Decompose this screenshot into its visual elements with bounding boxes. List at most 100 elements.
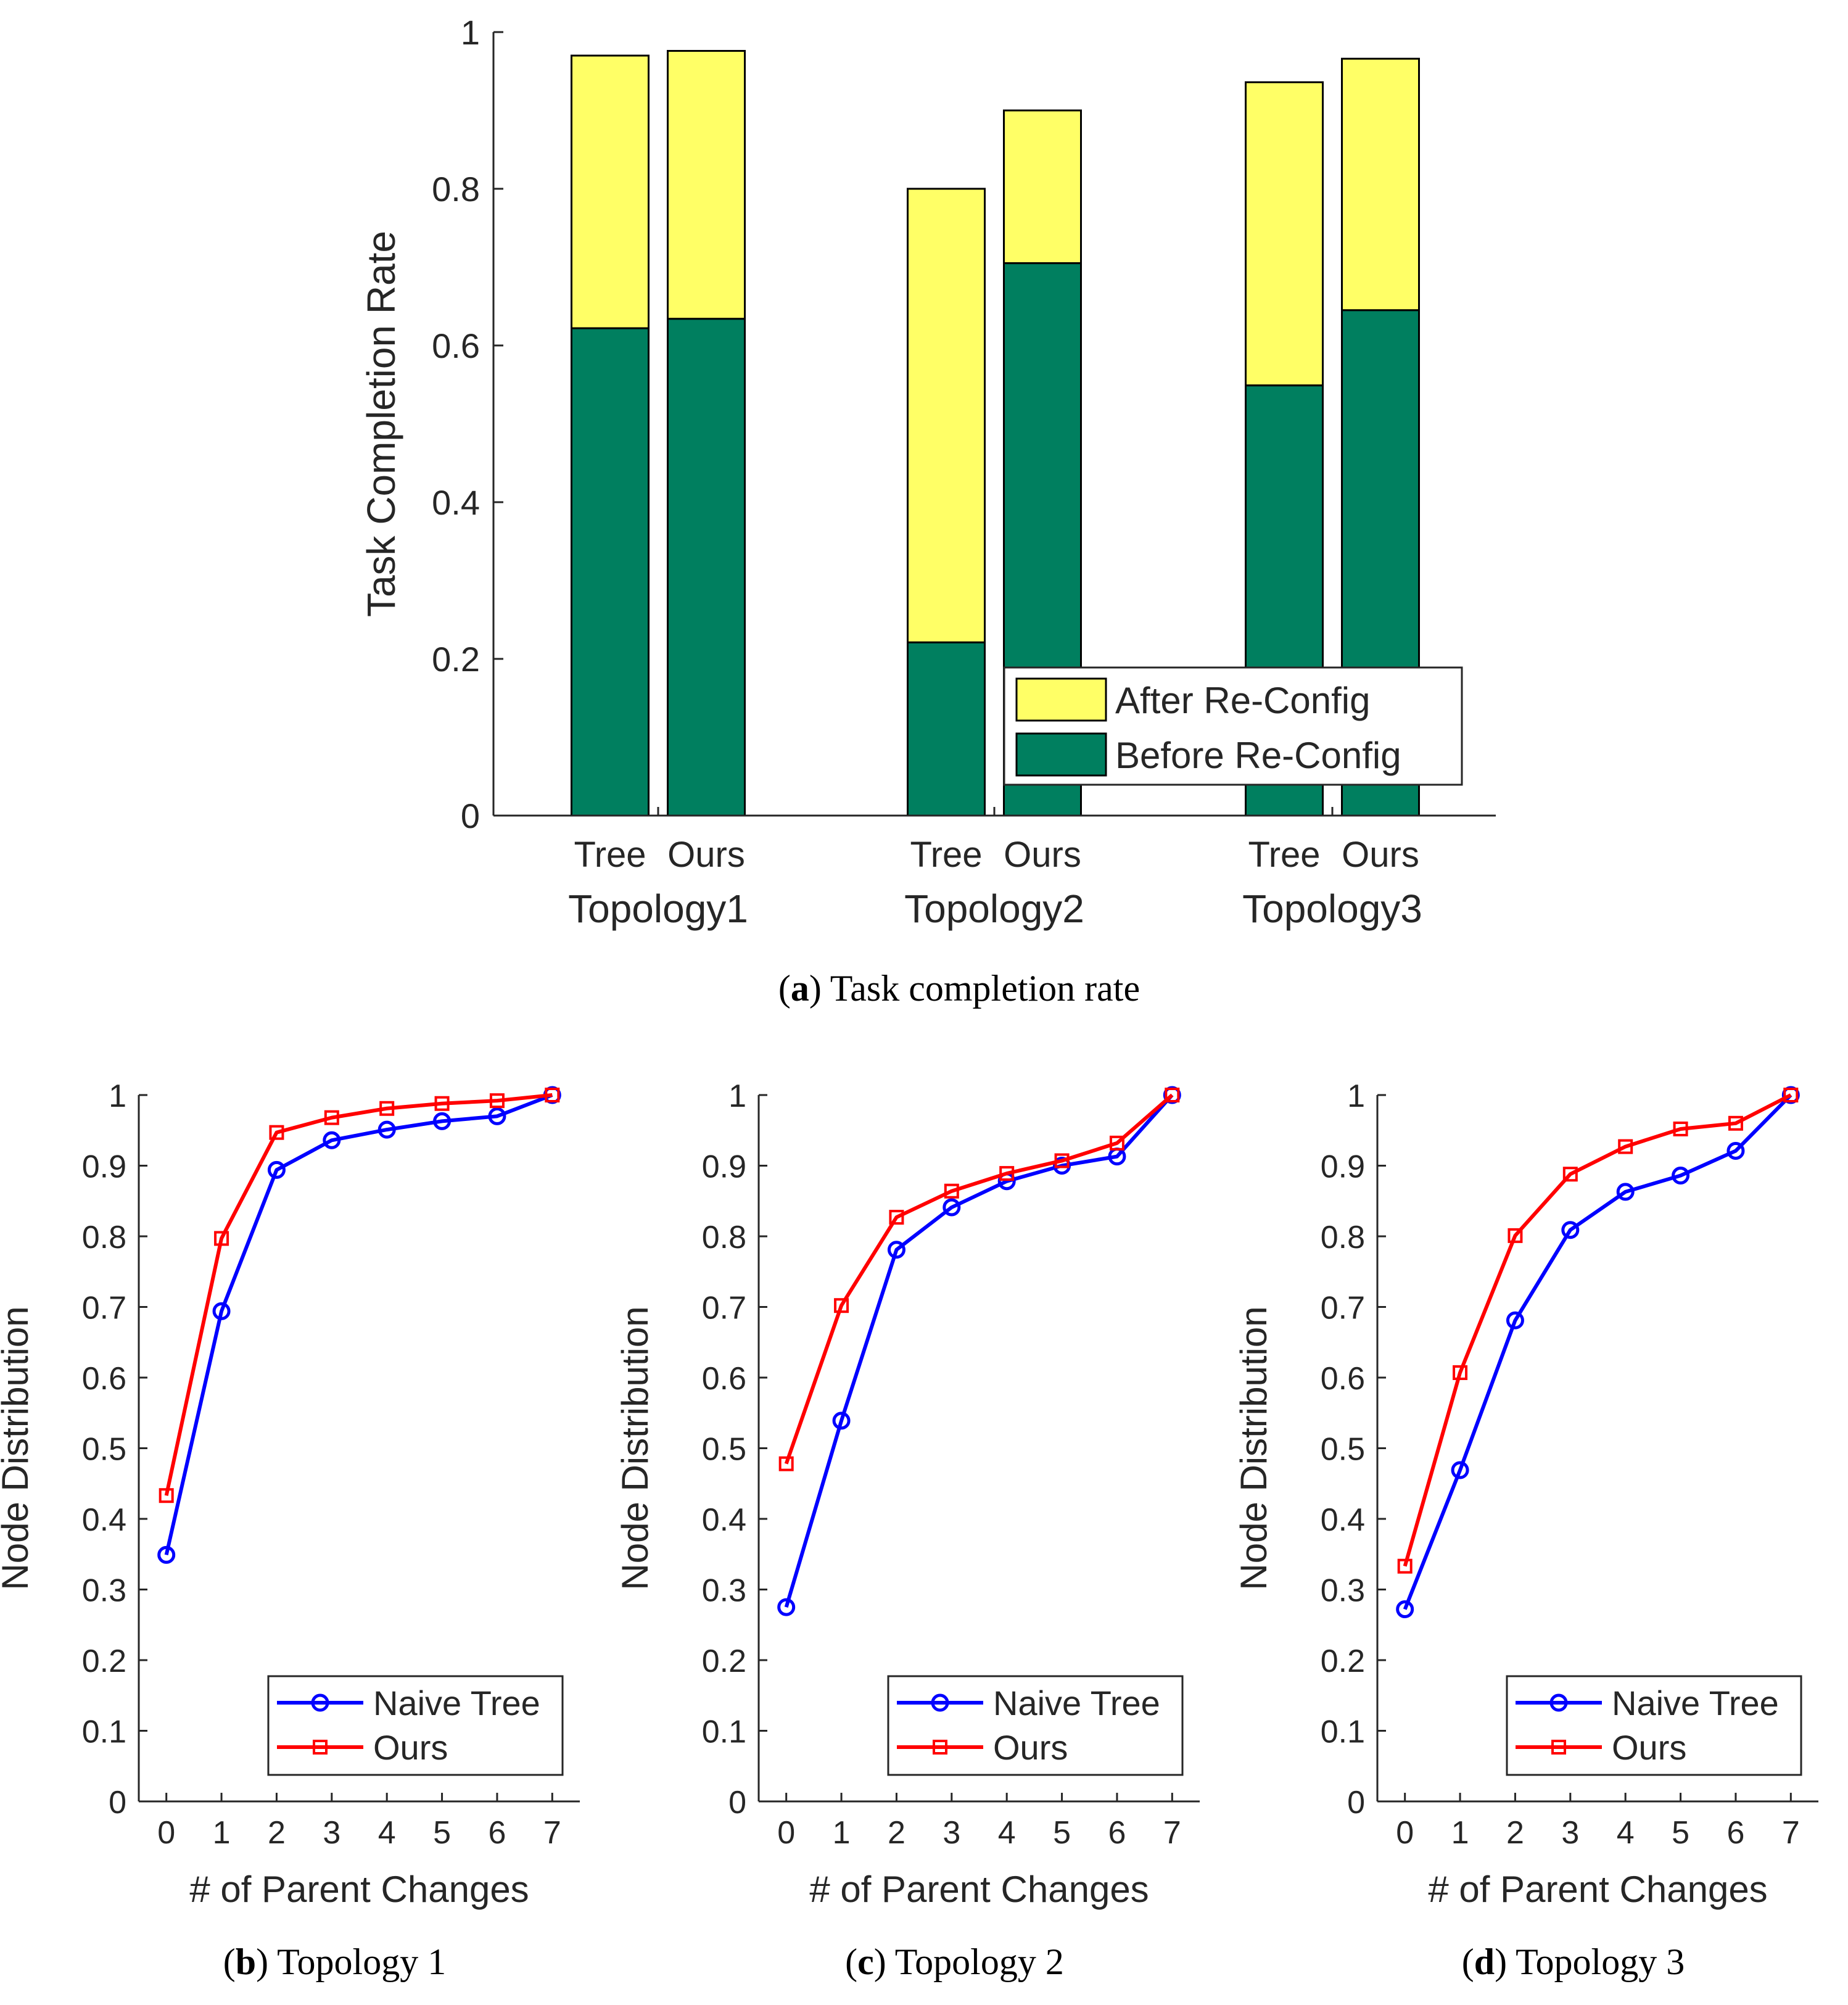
- x-tick-label: 5: [1672, 1815, 1689, 1851]
- legend-label-ours: Ours: [993, 1728, 1068, 1767]
- data-point-naive-tree: [1396, 1600, 1414, 1619]
- panel-d-topology-3-chart: 0 0.1 0.2 0.3 0.4 0.5 0.6 0.7 0.8 0.9 1 0 1 2 3 4 5 6 7 # o…: [1233, 1078, 1818, 1982]
- data-point-ours: [889, 1210, 904, 1225]
- y-tick-label: 0.8: [702, 1220, 746, 1255]
- data-point-naive-tree: [887, 1241, 905, 1259]
- legend-box: [1506, 1675, 1802, 1776]
- y-tick-label: 0.4: [1321, 1502, 1365, 1538]
- data-point-naive-tree: [777, 1598, 796, 1616]
- y-axis-label: Task Completion Rate: [359, 231, 403, 617]
- x-tick-label: 6: [1108, 1815, 1126, 1851]
- x-tick-label: 1: [213, 1815, 231, 1851]
- y-tick-label: 1: [461, 13, 480, 52]
- data-point-naive-tree: [377, 1120, 396, 1139]
- figure-caption: (d) Topology 3: [1462, 1941, 1685, 1982]
- caption-paren-close: ): [256, 1941, 277, 1982]
- caption-paren-close: ): [809, 968, 830, 1009]
- caption-text: Task completion rate: [830, 968, 1140, 1009]
- caption-letter: b: [236, 1941, 256, 1982]
- legend-swatch-after: [1015, 677, 1107, 722]
- x-tick-label: 0: [777, 1815, 795, 1851]
- x-tick-label: 0: [157, 1815, 175, 1851]
- x-tick-label: 4: [378, 1815, 396, 1851]
- series-line-ours: [784, 1093, 1174, 1465]
- legend-marker-naive-tree: [311, 1693, 329, 1712]
- bar-after-reconfig: [1341, 57, 1420, 312]
- caption-letter: a: [791, 968, 809, 1009]
- y-tick-label: 0.9: [82, 1149, 126, 1185]
- x-tick-label: Tree: [910, 835, 982, 875]
- y-tick-label: 1: [728, 1078, 746, 1114]
- bar-after-reconfig: [907, 188, 986, 643]
- legend-marker-ours: [313, 1740, 328, 1755]
- y-axis-label: Node Distribution: [0, 1306, 36, 1590]
- data-point-ours: [489, 1093, 505, 1109]
- x-tick-label: Ours: [1342, 835, 1419, 875]
- caption-paren-close: ): [1495, 1941, 1516, 1982]
- data-point-naive-tree: [832, 1412, 851, 1430]
- y-tick-label: 0.7: [1321, 1291, 1365, 1326]
- group-label: Topology3: [1242, 887, 1422, 931]
- x-tick-label: 7: [1163, 1815, 1181, 1851]
- data-point-ours: [1165, 1088, 1180, 1102]
- caption-text: Topology 3: [1516, 1941, 1685, 1982]
- data-point-ours: [1508, 1228, 1523, 1243]
- data-point-ours: [324, 1110, 339, 1125]
- x-tick-label: 6: [488, 1815, 506, 1851]
- y-tick-label: 0: [461, 796, 480, 835]
- y-tick-label: 1: [109, 1078, 126, 1114]
- caption-paren-open: (: [845, 1941, 857, 1982]
- data-point-naive-tree: [1616, 1183, 1635, 1201]
- data-point-ours: [1109, 1135, 1124, 1151]
- group-label: Topology1: [568, 887, 748, 931]
- legend-marker-naive-tree: [1549, 1693, 1568, 1712]
- y-tick-label: 0.5: [1321, 1432, 1365, 1468]
- y-tick-label: 0.9: [702, 1149, 746, 1185]
- data-point-naive-tree: [943, 1198, 961, 1217]
- x-tick-label: 5: [1053, 1815, 1071, 1851]
- y-tick-label: 0.6: [702, 1361, 746, 1397]
- y-tick-label: 0.7: [82, 1291, 126, 1326]
- legend-label-ours: Ours: [373, 1728, 448, 1767]
- x-tick-label: 2: [1506, 1815, 1524, 1851]
- panel-a-task-completion-chart: Tree Ours Topology1 Tree Ours Topology2 Tree Ou…: [359, 13, 1496, 1009]
- legend-marker-ours: [1551, 1740, 1566, 1755]
- data-point-ours: [159, 1488, 174, 1503]
- y-tick-label: 0: [728, 1785, 746, 1821]
- y-axis-label: Node Distribution: [1233, 1306, 1274, 1590]
- y-tick-label: 0.3: [702, 1573, 746, 1609]
- data-point-ours: [778, 1456, 794, 1471]
- caption-text: Topology 1: [277, 1941, 446, 1982]
- data-point-naive-tree: [433, 1112, 452, 1130]
- data-point-naive-tree: [157, 1545, 176, 1564]
- data-point-ours: [1397, 1558, 1413, 1574]
- x-tick-label: 2: [268, 1815, 286, 1851]
- data-point-ours: [999, 1166, 1015, 1181]
- x-tick-label: 7: [1782, 1815, 1800, 1851]
- y-tick-label: 0.8: [1321, 1220, 1365, 1255]
- legend-marker-ours: [933, 1740, 947, 1755]
- data-point-naive-tree: [1506, 1311, 1524, 1329]
- y-tick-label: 0.8: [82, 1220, 126, 1255]
- series-line-naive-tree: [164, 1093, 553, 1556]
- data-point-ours: [1453, 1365, 1468, 1380]
- data-point-ours: [1783, 1088, 1799, 1102]
- series-line-naive-tree: [1403, 1093, 1792, 1610]
- bar-before-reconfig: [571, 327, 650, 817]
- x-tick-label: 7: [543, 1815, 561, 1851]
- y-tick-label: 0.1: [1321, 1714, 1365, 1750]
- legend-label-naive-tree: Naive Tree: [993, 1684, 1160, 1722]
- data-point-ours: [944, 1183, 959, 1199]
- x-tick-label: 3: [323, 1815, 340, 1851]
- x-axis-label: # of Parent Changes: [1428, 1869, 1767, 1910]
- x-tick-label: 3: [1561, 1815, 1579, 1851]
- data-point-ours: [214, 1231, 229, 1246]
- y-tick-label: 0: [109, 1785, 126, 1821]
- bar-after-reconfig: [667, 49, 746, 320]
- data-point-naive-tree: [488, 1107, 506, 1125]
- y-tick-label: 0.5: [702, 1432, 746, 1468]
- legend-marker-naive-tree: [931, 1693, 949, 1712]
- y-tick-label: 0.3: [82, 1573, 126, 1609]
- data-point-naive-tree: [1561, 1221, 1580, 1239]
